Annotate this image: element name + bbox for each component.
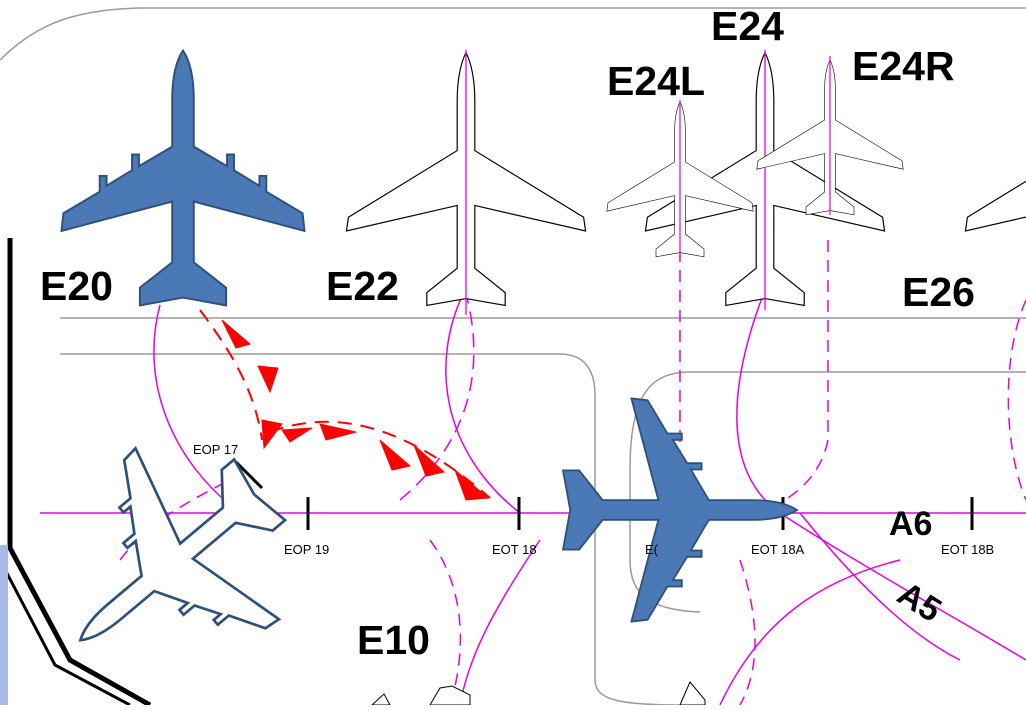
arrow-icon bbox=[221, 319, 252, 349]
route-arrows bbox=[199, 309, 491, 501]
stop-label-eot18-partial: E( bbox=[645, 542, 659, 557]
parked-aircraft-e26 bbox=[964, 52, 1026, 307]
stop-label-eop17: EOP 17 bbox=[193, 442, 238, 457]
stand-label-e26: E26 bbox=[902, 269, 975, 315]
stand-label-e10: E10 bbox=[357, 617, 430, 663]
arrow-icon bbox=[257, 365, 279, 394]
stand-label-e24: E24 bbox=[711, 3, 784, 49]
arrow-icon bbox=[319, 423, 357, 441]
arrow-icon bbox=[281, 427, 313, 443]
boundary-fill bbox=[0, 545, 8, 705]
parked-aircraft-e10 bbox=[370, 681, 706, 706]
taxiway-label-a5: A5 bbox=[891, 575, 948, 630]
stand-label-e22: E22 bbox=[326, 263, 399, 309]
stop-label-eot18: EOT 18 bbox=[492, 542, 537, 557]
stop-label-eot18a: EOT 18A bbox=[751, 542, 805, 557]
taxiway-label-a6: A6 bbox=[889, 505, 932, 543]
aircraft-pushback[interactable] bbox=[7, 402, 333, 710]
arrow-icon bbox=[453, 468, 490, 501]
arrow-icon bbox=[261, 419, 283, 450]
taxi-guidelines bbox=[40, 240, 1026, 706]
stand-label-e24l: E24L bbox=[607, 58, 705, 104]
stop-bars bbox=[234, 460, 974, 530]
arrow-icon bbox=[413, 444, 446, 477]
stop-label-eot18b: EOT 18B bbox=[941, 542, 994, 557]
boundary-line bbox=[0, 238, 152, 708]
stop-label-eop19: EOP 19 bbox=[284, 542, 329, 557]
arrow-icon bbox=[379, 439, 412, 471]
stand-label-e24r: E24R bbox=[852, 43, 955, 89]
stand-label-e20: E20 bbox=[40, 263, 113, 309]
